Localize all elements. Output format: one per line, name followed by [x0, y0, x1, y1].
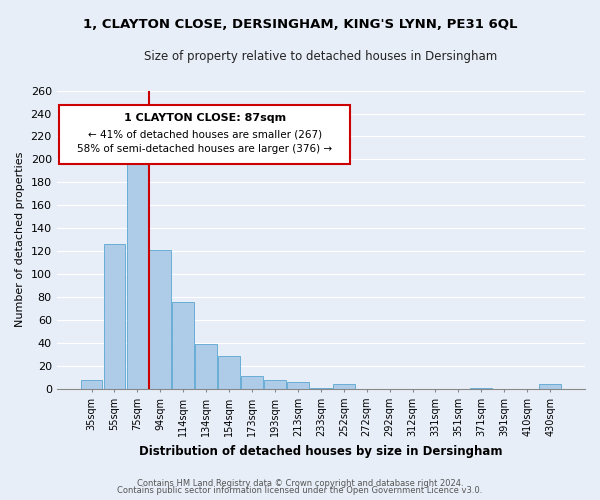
Bar — [310, 388, 332, 389]
Text: 1 CLAYTON CLOSE: 87sqm: 1 CLAYTON CLOSE: 87sqm — [124, 113, 286, 123]
Bar — [241, 376, 263, 389]
Bar — [80, 380, 103, 389]
Text: 58% of semi-detached houses are larger (376) →: 58% of semi-detached houses are larger (… — [77, 144, 332, 154]
Text: Contains public sector information licensed under the Open Government Licence v3: Contains public sector information licen… — [118, 486, 482, 495]
Text: Contains HM Land Registry data © Crown copyright and database right 2024.: Contains HM Land Registry data © Crown c… — [137, 478, 463, 488]
Bar — [127, 138, 148, 389]
FancyBboxPatch shape — [59, 106, 350, 164]
Text: 1, CLAYTON CLOSE, DERSINGHAM, KING'S LYNN, PE31 6QL: 1, CLAYTON CLOSE, DERSINGHAM, KING'S LYN… — [83, 18, 517, 30]
Bar — [218, 356, 240, 389]
Bar — [196, 344, 217, 389]
Text: ← 41% of detached houses are smaller (267): ← 41% of detached houses are smaller (26… — [88, 130, 322, 140]
Bar — [333, 384, 355, 389]
Y-axis label: Number of detached properties: Number of detached properties — [15, 152, 25, 328]
Title: Size of property relative to detached houses in Dersingham: Size of property relative to detached ho… — [144, 50, 497, 63]
Bar — [104, 244, 125, 389]
Bar — [470, 388, 492, 389]
X-axis label: Distribution of detached houses by size in Dersingham: Distribution of detached houses by size … — [139, 444, 503, 458]
Bar — [539, 384, 561, 389]
Bar — [287, 382, 309, 389]
Bar — [149, 250, 171, 389]
Bar — [172, 302, 194, 389]
Bar — [264, 380, 286, 389]
